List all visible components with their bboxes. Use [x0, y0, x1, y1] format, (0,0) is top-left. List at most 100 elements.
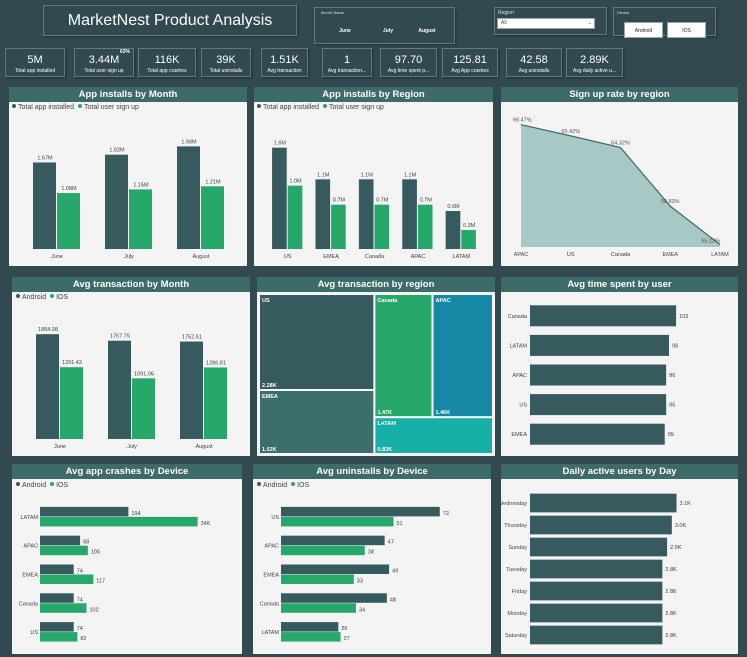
data-label: 1.82M	[109, 148, 125, 154]
bar	[530, 364, 667, 386]
month-option-august[interactable]: August	[418, 28, 436, 34]
data-label: 194	[131, 511, 140, 517]
panel-title: Avg transaction by Month	[12, 277, 250, 292]
bar	[108, 340, 131, 439]
chevron-down-icon: ⌄	[587, 20, 592, 26]
data-label: 103	[679, 314, 688, 320]
kpi-label: Total user sign up	[84, 68, 124, 74]
legend-label: Total app installed	[263, 104, 320, 111]
kpi-label: Avg App crashes	[451, 68, 489, 74]
device-option-android[interactable]: Android	[624, 22, 663, 38]
kpi-value: 116K	[154, 54, 180, 66]
legend-dot-dark	[16, 482, 20, 486]
data-label: 1.1M	[317, 172, 330, 178]
bar	[530, 515, 672, 535]
panel-installs-by-month: App installs by Month Total app installe…	[9, 87, 247, 266]
data-label: 1.21M	[205, 179, 221, 185]
tick-label: EMEA	[263, 572, 279, 578]
legend-dot-dark	[12, 104, 16, 108]
data-label: 74	[77, 597, 83, 603]
bar	[445, 211, 461, 249]
kpi-label: Avg time spent p...	[387, 68, 430, 74]
legend-label: Total app installed	[18, 104, 75, 111]
month-slicer-label: Month Name	[321, 10, 344, 15]
panel-avg-crashes-by-device: Avg app crashes by Device Android IOS 19…	[12, 464, 242, 654]
data-label: 72	[443, 511, 449, 517]
bar	[374, 204, 390, 249]
kpi-total-uninstalls: 39K Total uninstalls	[201, 48, 251, 77]
bar	[281, 593, 387, 603]
kpi-label: Total uninstalls	[209, 68, 243, 74]
data-label: 74	[77, 626, 83, 632]
tick-label: June	[54, 444, 66, 450]
bar	[281, 564, 390, 574]
kpi-avg-transaction: 1.51K Avg transaction	[261, 48, 308, 77]
bar	[177, 146, 200, 249]
bar	[40, 516, 198, 527]
series-line	[520, 124, 721, 246]
kpi-avg-time-spent: 97.70 Avg time spent p...	[380, 48, 437, 77]
signup-rate-chart: 66.47% APAC 65.42% US 64.32% Canada 58.83% EMEA…	[513, 118, 729, 258]
month-option-june[interactable]: June	[339, 28, 351, 34]
kpi-total-user-sign-up: 63% 3.44M Total user sign up	[74, 48, 134, 77]
device-option-ios[interactable]: IOS	[667, 22, 706, 38]
data-label: 0.7M	[376, 198, 389, 204]
data-label: 1.67M	[37, 155, 53, 161]
bar	[402, 179, 417, 249]
region-dropdown-value: All	[501, 20, 507, 26]
tick-label: LATAM	[711, 252, 729, 258]
panel-daily-active-users-by-day: Daily active users by Day 3.1KWednesday3…	[501, 464, 738, 654]
data-label: 58.83%	[661, 199, 680, 205]
data-label: 1752.51	[182, 335, 202, 341]
data-label: 2.8K	[665, 611, 677, 617]
data-label: 82	[80, 636, 86, 642]
data-label: 51	[396, 521, 402, 527]
bar	[281, 574, 354, 584]
bar	[36, 334, 59, 439]
month-option-july[interactable]: July	[382, 28, 393, 34]
region-dropdown[interactable]: All ⌄	[497, 18, 595, 29]
data-label: 88	[83, 540, 89, 546]
data-label: 1.0M	[289, 179, 302, 185]
panel-title: Daily active users by Day	[501, 464, 738, 479]
data-label: 105	[91, 550, 100, 556]
data-label: 1884.98	[38, 327, 58, 333]
bar	[530, 581, 663, 601]
kpi-value: 42.58	[520, 54, 548, 66]
treemap-value: 1.47K	[377, 410, 392, 416]
data-label: 1286.81	[206, 360, 226, 366]
tick-label: Friday	[512, 589, 528, 595]
data-label: 49	[392, 568, 398, 574]
bar	[530, 603, 663, 623]
data-label: 346	[201, 521, 210, 527]
legend-dot-dark	[257, 482, 261, 486]
treemap-label: APAC	[435, 298, 450, 304]
tick-label: Sunday	[508, 545, 527, 551]
legend-dot-dark	[16, 294, 20, 298]
tick-label: Monday	[507, 611, 527, 617]
data-label: 1767.75	[110, 334, 130, 340]
kpi-label: Total app installed	[14, 68, 56, 74]
tick-label: LATAM	[20, 515, 38, 521]
data-label: 2.8K	[665, 633, 677, 639]
legend-label: Total user sign up	[329, 104, 384, 111]
data-label: 1.6M	[274, 141, 287, 147]
tick-label: Canada	[508, 314, 528, 320]
kpi-avg-uninstalls: 42.58 Avg uninstalls	[506, 48, 562, 77]
panel-title: App installs by Month	[9, 87, 247, 102]
tick-label: Thursday	[504, 523, 527, 529]
kpi-label: Avg uninstalls	[518, 68, 550, 74]
treemap-value: 1.52K	[262, 447, 277, 453]
data-label: 65.42%	[561, 129, 580, 135]
treemap-label: US	[262, 298, 270, 304]
bar	[530, 559, 663, 579]
bar	[530, 423, 665, 445]
legend-label: Total user sign up	[84, 104, 139, 111]
device-slicer-label: Device	[617, 10, 630, 15]
tick-label: US	[30, 630, 38, 636]
data-label: 96	[669, 373, 675, 379]
data-label: 27	[344, 636, 350, 642]
bar	[204, 367, 227, 439]
bar	[281, 545, 365, 556]
